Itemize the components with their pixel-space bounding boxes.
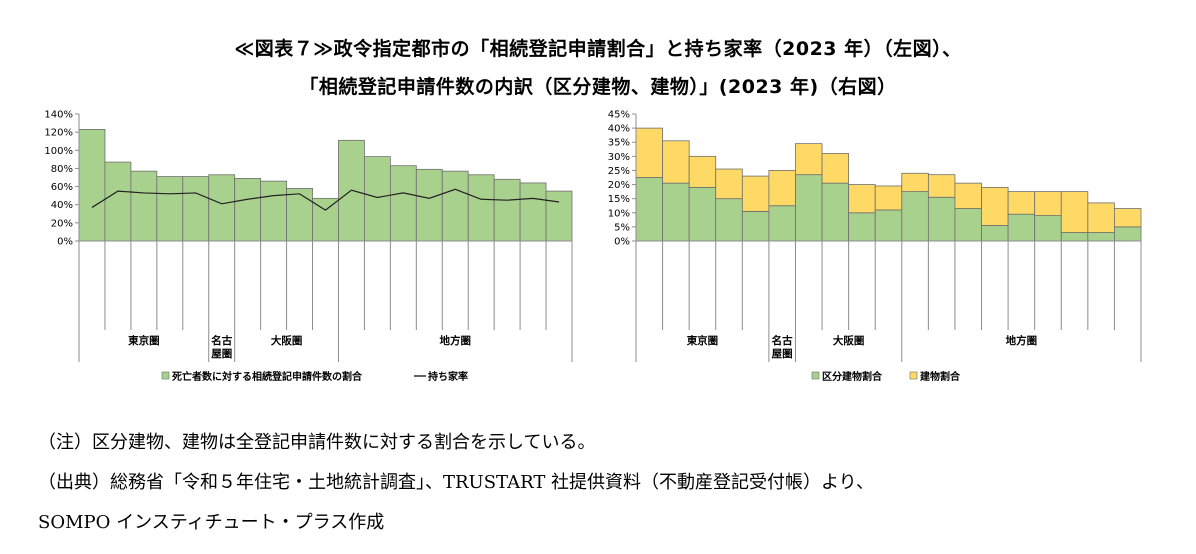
bar-kubun-2	[688, 186, 717, 242]
bar-tatemono-10	[901, 172, 929, 193]
bar-kubun-7	[821, 182, 850, 242]
legend-label-kubun: 区分建物割合	[822, 370, 883, 383]
bar-9	[312, 197, 339, 242]
chart-title-line1: ≪図表７≫政令指定都市の「相続登記申請割合」と持ち家率（2023 年）（左図）、	[234, 38, 962, 60]
bar-kubun-10	[901, 191, 929, 242]
bar-tatemono-12	[954, 182, 982, 209]
note-source: （出典）総務省「令和５年住宅・土地統計調査」、TRUSTART 社提供資料（不動…	[38, 472, 874, 493]
chart-title-line2: 「相続登記申請件数の内訳（区分建物、建物）」(2023 年)（右図）	[299, 76, 897, 98]
legend-label-ratio: 死亡者数に対する相続登記申請件数の割合	[172, 370, 363, 383]
bar-kubun-3	[715, 198, 743, 242]
bar-7	[260, 180, 287, 242]
y-tick-label: 5%	[614, 222, 630, 233]
y-tick-label: 60%	[51, 182, 73, 193]
line-homeownership	[91, 188, 560, 211]
y-tick-label: 0%	[614, 237, 630, 248]
bar-kubun-9	[874, 209, 903, 242]
y-tick-label: 15%	[608, 194, 630, 205]
bar-tatemono-5	[768, 170, 796, 207]
y-tick-label: 100%	[44, 146, 73, 157]
bar-kubun-0	[635, 177, 663, 242]
legend-label-tatemono: 建物割合	[919, 370, 961, 383]
bar-18	[545, 190, 573, 242]
legend-swatch-tatemono	[909, 371, 918, 380]
bar-tatemono-1	[662, 140, 690, 184]
bar-kubun-16	[1060, 232, 1089, 242]
bar-tatemono-4	[741, 175, 770, 212]
y-tick-label: 40%	[51, 200, 73, 211]
bar-kubun-18	[1114, 226, 1142, 242]
bar-tatemono-3	[715, 168, 743, 200]
bar-tatemono-8	[848, 184, 876, 214]
bar-kubun-15	[1034, 215, 1062, 242]
bar-tatemono-15	[1034, 191, 1062, 217]
bar-tatemono-0	[635, 127, 663, 178]
bar-5	[208, 174, 236, 242]
group-label: 大阪圏	[271, 334, 303, 347]
bar-6	[234, 178, 262, 242]
y-tick-label: 35%	[608, 138, 630, 149]
y-tick-label: 0%	[57, 237, 73, 248]
bar-2	[130, 170, 158, 242]
bar-tatemono-17	[1087, 202, 1115, 233]
y-tick-label: 140%	[44, 110, 73, 121]
bar-kubun-4	[741, 210, 770, 242]
bar-kubun-1	[662, 182, 690, 242]
y-tick-label: 20%	[608, 180, 630, 191]
group-label: 東京圏	[128, 334, 160, 347]
y-tick-label: 20%	[51, 218, 73, 229]
legend-swatch-kubun	[811, 371, 820, 380]
y-tick-label: 40%	[608, 124, 630, 135]
bar-tatemono-9	[874, 185, 903, 211]
bar-tatemono-11	[927, 174, 956, 198]
bar-kubun-13	[981, 225, 1009, 242]
bar-tatemono-2	[688, 155, 717, 188]
y-tick-label: 120%	[44, 128, 73, 139]
bar-15	[467, 174, 495, 242]
group-label: 名古	[211, 334, 232, 347]
legend-label-homeownership: 持ち家率	[428, 370, 468, 383]
bar-tatemono-18	[1114, 208, 1142, 228]
bar-kubun-6	[795, 174, 823, 242]
y-tick-label: 25%	[608, 166, 630, 177]
bar-tatemono-16	[1060, 191, 1089, 233]
y-tick-label: 30%	[608, 152, 630, 163]
legend-swatch-ratio	[161, 371, 170, 380]
group-label: 東京圏	[687, 334, 719, 347]
bar-tatemono-6	[795, 143, 823, 176]
y-tick-label: 45%	[608, 110, 630, 121]
group-label: 地方圏	[1006, 334, 1038, 347]
bar-tatemono-7	[821, 153, 850, 184]
bar-14	[441, 170, 469, 242]
bar-kubun-12	[954, 208, 982, 242]
group-label: 名古	[772, 334, 793, 347]
group-label: 屋圏	[211, 348, 232, 360]
note-author: SOMPO インスティチュート・プラス作成	[38, 512, 385, 533]
bar-kubun-8	[848, 212, 876, 242]
note-definition: （注）区分建物、建物は全登記申請件数に対する割合を示している。	[38, 432, 596, 453]
y-tick-label: 80%	[51, 164, 73, 175]
bar-kubun-14	[1007, 213, 1036, 242]
group-label: 屋圏	[772, 348, 793, 360]
group-label: 大阪圏	[833, 334, 865, 347]
bar-11	[364, 156, 391, 242]
bar-kubun-11	[927, 196, 956, 242]
group-label: 地方圏	[439, 334, 471, 347]
bar-tatemono-13	[981, 186, 1009, 226]
bar-tatemono-14	[1007, 191, 1036, 215]
y-tick-label: 10%	[608, 208, 630, 219]
bar-kubun-5	[768, 205, 796, 242]
bar-kubun-17	[1087, 232, 1115, 242]
